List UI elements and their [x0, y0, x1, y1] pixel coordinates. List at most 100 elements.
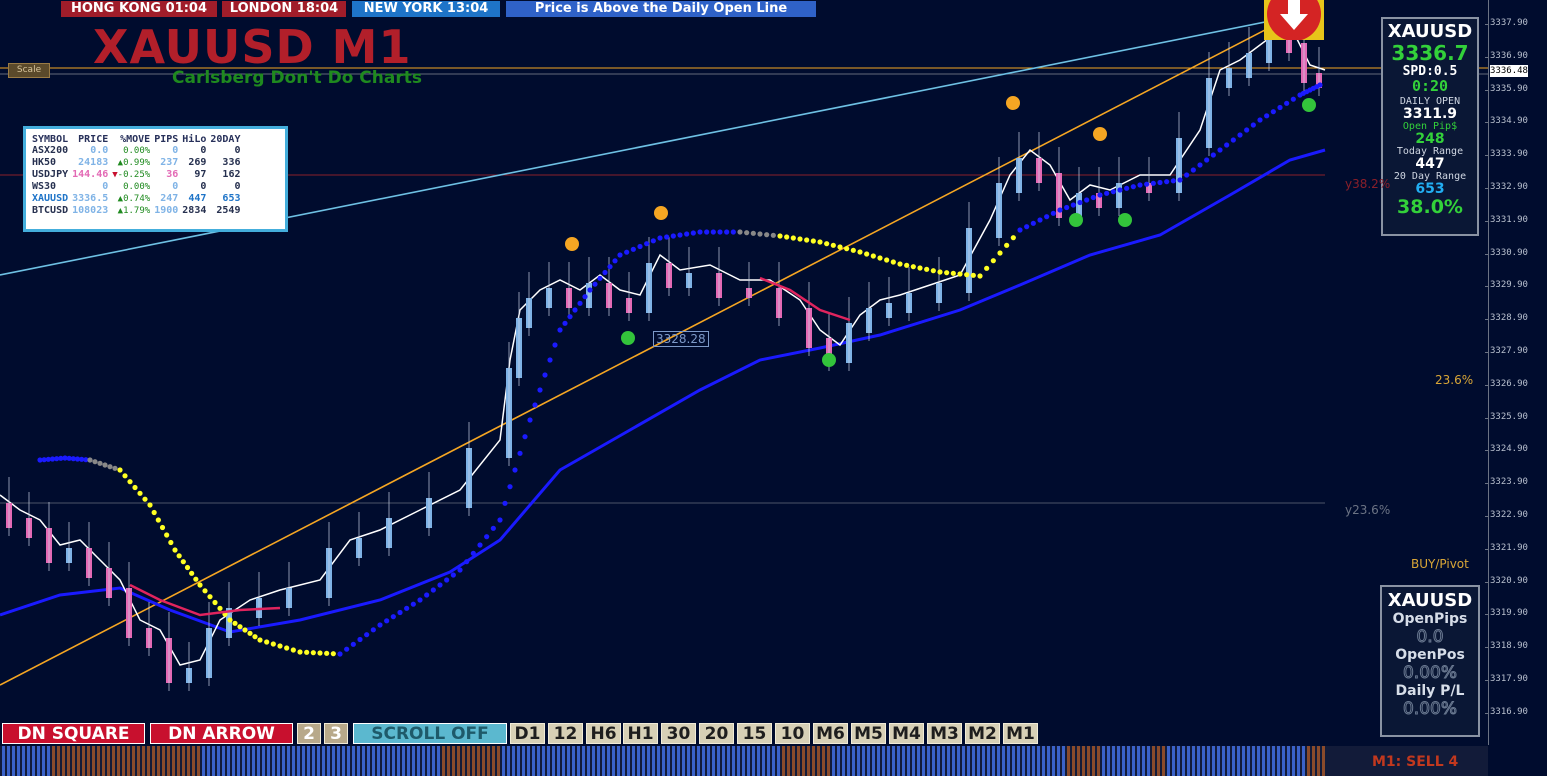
move-value: 0.00%	[123, 146, 151, 156]
timeframe-button-15[interactable]: 15	[737, 723, 772, 744]
watchlist-pips: 247	[160, 193, 179, 204]
signal-strip-bar	[857, 746, 860, 776]
supertrend-dot	[54, 456, 60, 462]
signal-strip-bar	[1257, 746, 1260, 776]
watchlist-panel: SYMBOL PRICE %MOVE PIPS HiLo 20DAY ASX200 0.0 0…	[23, 126, 288, 232]
signal-strip-bar	[152, 746, 155, 776]
signal-strip-bar	[977, 746, 980, 776]
supertrend-dot	[404, 605, 410, 611]
chart-area[interactable]	[0, 0, 1488, 745]
signal-strip-bar	[867, 746, 870, 776]
watchlist-symbol: BTCUSD	[32, 205, 69, 216]
button-2[interactable]: 2	[297, 723, 321, 744]
fib-23-label: y23.6%	[1345, 503, 1391, 517]
price-axis-label: 3321.90	[1485, 542, 1528, 553]
signal-strip-bar	[1132, 746, 1135, 776]
signal-strip-bar	[717, 746, 720, 776]
supertrend-dot	[137, 490, 143, 496]
move-arrow-icon: ▼	[112, 170, 118, 180]
price-axis[interactable]	[1488, 0, 1547, 745]
watchlist-row[interactable]: USDJPY 144.46 ▼-0.25% 36 97 162	[32, 169, 244, 181]
signal-strip-bar	[412, 746, 415, 776]
price-axis-label: 3327.90	[1485, 346, 1528, 356]
signal-strip-bar	[462, 746, 465, 776]
signal-strip-bar	[127, 746, 130, 776]
signal-strip-bar	[987, 746, 990, 776]
watchlist-row[interactable]: ASX200 0.0 0.00% 0 0 0	[32, 145, 244, 157]
signal-strip-bar	[887, 746, 890, 776]
signal-strip-bar	[252, 746, 255, 776]
signal-strip-bar	[272, 746, 275, 776]
timeframe-button-m3[interactable]: M3	[927, 723, 962, 744]
price-axis-label: 3319.90	[1485, 608, 1528, 619]
supertrend-dot	[924, 266, 930, 272]
watchlist-d20: 0	[234, 181, 241, 192]
dn-arrow-button[interactable]: DN ARROW	[150, 723, 293, 744]
signal-strip-bar	[117, 746, 120, 776]
timeframe-button-m1[interactable]: M1	[1003, 723, 1038, 744]
signal-strip-bar	[697, 746, 700, 776]
supertrend-dot	[757, 231, 763, 237]
watchlist-row[interactable]: WS30 0 0.00% 0 0 0	[32, 181, 244, 193]
signal-strip-bar	[952, 746, 955, 776]
session-hong-kong: HONG KONG 01:04	[61, 1, 217, 17]
signal-strip-bar	[1287, 746, 1290, 776]
status-banner: Price is Above the Daily Open Line	[506, 1, 816, 17]
supertrend-dot	[917, 265, 923, 271]
watchlist-move: ▲0.74%	[112, 193, 154, 205]
supertrend-dot	[602, 269, 608, 276]
supertrend-dot	[142, 496, 148, 502]
scroll-off-button[interactable]: SCROLL OFF	[353, 723, 507, 744]
timeframe-button-12[interactable]: 12	[548, 723, 583, 744]
signal-strip-bar	[417, 746, 420, 776]
timeframe-button-h1[interactable]: H1	[623, 723, 658, 744]
dn-square-button[interactable]: DN SQUARE	[2, 723, 145, 744]
watchlist-row[interactable]: HK50 24183 ▲0.99% 237 269 336	[32, 157, 244, 169]
supertrend-dot	[310, 650, 316, 656]
current-price-tag: 3336.48	[1490, 65, 1528, 77]
signal-strip-bar	[1322, 746, 1325, 776]
signal-strip-bar	[47, 746, 50, 776]
watchlist-row[interactable]: BTCUSD 108023 ▲1.79% 1900 2834 2549	[32, 205, 244, 217]
signal-strip-bar	[992, 746, 995, 776]
timeframe-button-10[interactable]: 10	[775, 723, 810, 744]
watchlist-pips: 36	[166, 169, 179, 180]
supertrend-dot	[717, 229, 723, 235]
button-3[interactable]: 3	[324, 723, 348, 744]
signal-strip-bar	[517, 746, 520, 776]
supertrend-dot	[58, 455, 64, 461]
supertrend-dot	[430, 587, 436, 593]
timeframe-button-h6[interactable]: H6	[586, 723, 621, 744]
timeframe-button-m2[interactable]: M2	[965, 723, 1000, 744]
supertrend-dot	[410, 601, 416, 607]
supertrend-dot	[684, 231, 690, 237]
signal-strip-bar	[187, 746, 190, 776]
timeframe-button-m6[interactable]: M6	[813, 723, 848, 744]
watchlist-row[interactable]: XAUUSD 3336.5 ▲0.74% 247 447 653	[32, 193, 244, 205]
timeframe-button-30[interactable]: 30	[661, 723, 696, 744]
signal-strip-bar	[287, 746, 290, 776]
signal-strip-bar	[997, 746, 1000, 776]
timeframe-button-d1[interactable]: D1	[510, 723, 545, 744]
timeframe-button-m5[interactable]: M5	[851, 723, 886, 744]
price-chart[interactable]	[0, 0, 1488, 745]
supertrend-dot	[264, 639, 270, 645]
signal-strip-bar	[177, 746, 180, 776]
scale-button[interactable]: Scale	[8, 63, 50, 78]
price-axis-label: 3323.90	[1485, 477, 1528, 488]
signal-strip-bar	[1147, 746, 1150, 776]
supertrend-dot	[197, 582, 203, 588]
signal-strip-bar	[827, 746, 830, 776]
move-value: -0.25%	[117, 170, 151, 180]
timeframe-button-m4[interactable]: M4	[889, 723, 924, 744]
supertrend-dot	[237, 624, 243, 630]
supertrend-dot	[552, 342, 558, 348]
supertrend-dot	[1244, 127, 1250, 133]
timeframe-button-20[interactable]: 20	[699, 723, 734, 744]
signal-strip-bar	[302, 746, 305, 776]
price-axis-label: 3335.90	[1485, 83, 1528, 94]
supertrend-dot	[884, 257, 890, 263]
position-open-pos: 0.00%	[1402, 663, 1457, 684]
supertrend-dot	[1017, 227, 1023, 233]
signal-strip-bar	[1267, 746, 1270, 776]
